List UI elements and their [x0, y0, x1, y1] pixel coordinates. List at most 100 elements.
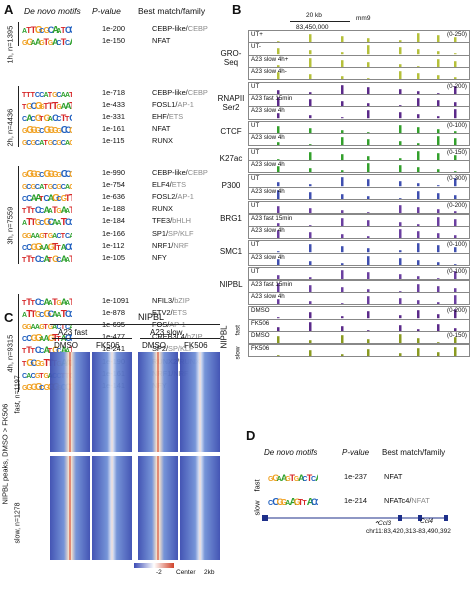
signal-peak [367, 288, 370, 292]
motif-match-name: ELF4/ [152, 179, 172, 189]
heatmap-cell [138, 352, 178, 452]
track-signal [277, 205, 457, 214]
signal-peak [367, 78, 370, 80]
logo-letter: T [56, 245, 61, 251]
logo-letter: T [22, 92, 27, 98]
logo-letter: A [61, 297, 68, 306]
logo-letter: G [44, 373, 50, 379]
browser-track: UT (0-100) [248, 120, 470, 134]
track-group-name: GRO-Seq [220, 48, 242, 67]
motif-best-match: ELF4/ETS [152, 180, 186, 189]
logo-letter: G [39, 233, 45, 239]
track-range: (0-100) [447, 241, 467, 249]
cond-slow-label: A23 slow [150, 328, 183, 337]
logo-letter: T [44, 358, 50, 367]
track-signal [277, 334, 457, 344]
logo-letter: C [65, 25, 72, 34]
signal-peak [454, 287, 457, 292]
logo-letter: C [39, 28, 44, 34]
logo-letter: G [294, 497, 301, 506]
signal-peak [437, 136, 440, 146]
browser-track: UT (0-100) [248, 240, 470, 254]
signal-peak [277, 282, 280, 292]
coordinate-label: 83,450,000 [296, 24, 329, 31]
logo-letter: C [69, 242, 72, 251]
logo-letter: T [307, 473, 313, 482]
signal-peak [437, 302, 440, 305]
logo-letter: A [35, 193, 42, 202]
logo-letter: A [52, 25, 59, 34]
motif-best-match: NFATc4/NFAT [384, 496, 430, 505]
logo-letter: A [56, 312, 61, 318]
logo-letter: G [26, 102, 32, 110]
track-label: A23 slow 4h [251, 107, 285, 115]
logo-letter: G [52, 193, 60, 202]
logo-letter: G [31, 125, 38, 134]
track-group-name: NIPBL [219, 279, 243, 289]
signal-peak [367, 339, 370, 344]
signal-peak [367, 86, 370, 94]
logo-letter: C [56, 40, 61, 46]
motif-pvalue: 1e-878 [102, 307, 126, 317]
group-bracket [18, 166, 20, 264]
logo-letter: G [39, 104, 45, 110]
signal-peak [417, 190, 420, 199]
track-label: FK506 [251, 344, 270, 352]
motif-best-match: NFY [152, 253, 167, 262]
group-label: 2h, n=4436 [5, 108, 15, 146]
nipbl-group-name: NIPBL [219, 325, 229, 349]
track-label: FK506 [251, 319, 270, 327]
motif-pvalue: 1e-188 [102, 204, 126, 214]
logo-letter: T [44, 184, 49, 190]
track-signal [277, 124, 457, 133]
signal-peak [277, 182, 280, 187]
logo-letter: A [315, 473, 318, 482]
track-label: UT [251, 148, 260, 156]
logo-letter: G [31, 140, 37, 146]
signal-peak [417, 328, 420, 331]
motif-pvalue: 1e-754 [102, 179, 126, 189]
signal-peak [399, 274, 402, 280]
signal-peak [417, 276, 420, 280]
logo-letter: T [31, 257, 36, 263]
signal-peak [399, 112, 402, 119]
signal-peak [399, 63, 402, 67]
logo-letter: C [268, 500, 273, 506]
browser-track: A23 slow 4h+ [248, 54, 470, 68]
logo-letter: C [31, 358, 38, 367]
signal-peak [399, 221, 402, 226]
signal-peak [437, 100, 440, 107]
motif-pvalue: 1e-105 [102, 252, 126, 262]
signal-peak [454, 327, 457, 331]
panel-b-letter: B [232, 2, 242, 17]
col-fk506-fast: FK506 [96, 341, 120, 350]
group-label: 1h, n=1395 [5, 25, 15, 64]
motif-pvalue: 1e-718 [102, 87, 126, 97]
logo-letter: T [26, 217, 32, 226]
track-signal [277, 97, 457, 107]
signal-peak [341, 101, 344, 107]
motif-match-name: EHF/ [152, 111, 169, 121]
logo-letter: G [22, 324, 28, 330]
browser-track: FK506 [248, 343, 470, 357]
logo-letter: T [56, 336, 61, 342]
logo-letter: C [22, 373, 27, 379]
logo-letter: C [56, 348, 61, 354]
browser-track: A23 slow 4h [248, 226, 470, 240]
signal-peak [367, 131, 370, 133]
cond-slow-rule [140, 338, 220, 339]
logo-letter: G [69, 126, 72, 134]
logo-letter: G [48, 169, 55, 178]
motif-pvalue: 1e-477 [102, 332, 126, 342]
motif-pvalue: 1e-166 [102, 228, 126, 238]
heatmap-cell [50, 352, 90, 452]
logo-letter: G [69, 170, 72, 178]
signal-peak [367, 248, 370, 253]
motif-match-name: SP1/ [152, 228, 169, 238]
signal-peak [341, 246, 344, 253]
